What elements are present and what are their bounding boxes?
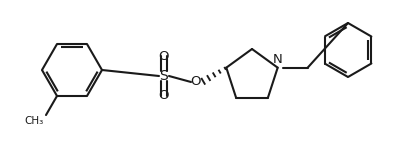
- Text: S: S: [159, 69, 168, 83]
- Text: O: O: [158, 50, 169, 63]
- Text: N: N: [272, 53, 282, 66]
- Text: CH₃: CH₃: [25, 116, 44, 126]
- Text: O: O: [158, 89, 169, 102]
- Text: O: O: [190, 76, 201, 88]
